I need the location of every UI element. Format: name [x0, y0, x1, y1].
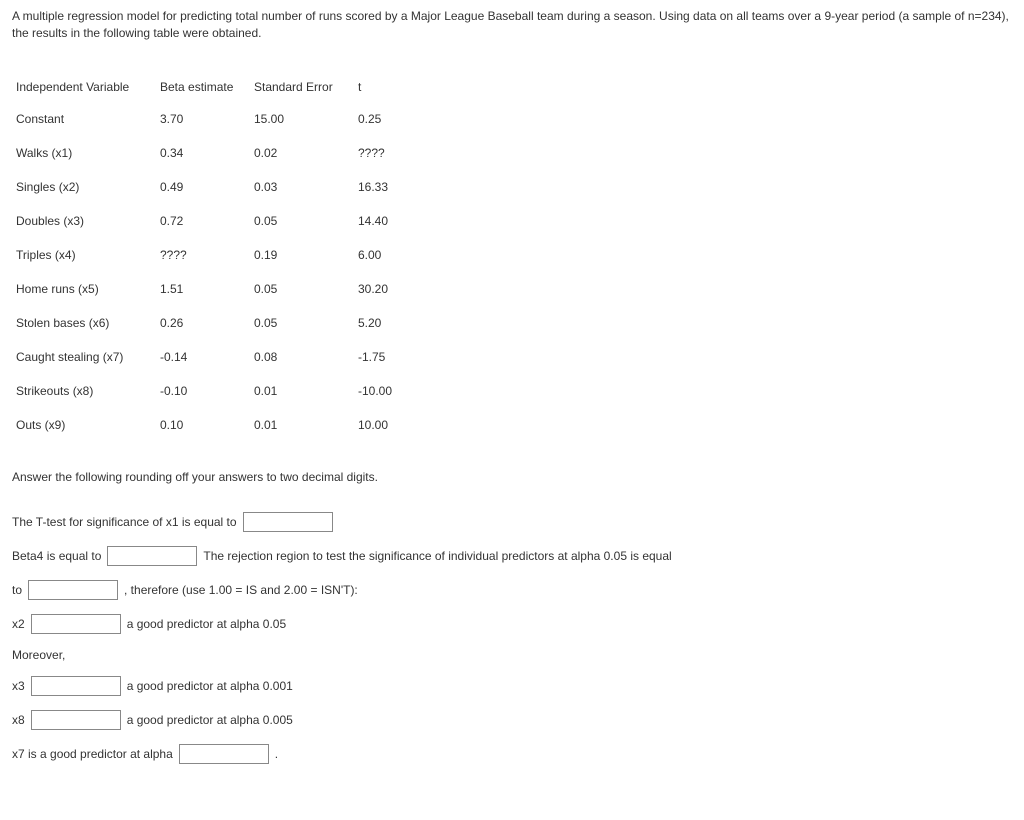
table-cell: Outs (x9) — [16, 408, 160, 442]
table-cell: -0.14 — [160, 340, 254, 374]
q2-label-post: The rejection region to test the signifi… — [203, 549, 671, 563]
table-cell: -10.00 — [358, 374, 432, 408]
table-cell: 10.00 — [358, 408, 432, 442]
q5-label-pre: x3 — [12, 679, 25, 693]
table-cell: Constant — [16, 102, 160, 136]
table-cell: ???? — [358, 136, 432, 170]
q5-label-post: a good predictor at alpha 0.001 — [127, 679, 293, 693]
table-row: Singles (x2)0.490.0316.33 — [16, 170, 432, 204]
q4-label-post: a good predictor at alpha 0.05 — [127, 617, 286, 631]
table-cell: Home runs (x5) — [16, 272, 160, 306]
table-row: Walks (x1)0.340.02???? — [16, 136, 432, 170]
q7-label-pre: x7 is a good predictor at alpha — [12, 747, 173, 761]
table-cell: Doubles (x3) — [16, 204, 160, 238]
table-cell: Singles (x2) — [16, 170, 160, 204]
table-row: Home runs (x5)1.510.0530.20 — [16, 272, 432, 306]
header-t: t — [358, 72, 432, 102]
table-cell: Stolen bases (x6) — [16, 306, 160, 340]
table-cell: 0.02 — [254, 136, 358, 170]
table-cell: Triples (x4) — [16, 238, 160, 272]
table-cell: 5.20 — [358, 306, 432, 340]
q4-input[interactable] — [31, 614, 121, 634]
table-cell: 6.00 — [358, 238, 432, 272]
table-cell: 0.26 — [160, 306, 254, 340]
q3-input[interactable] — [28, 580, 118, 600]
table-cell: 0.72 — [160, 204, 254, 238]
table-cell: 15.00 — [254, 102, 358, 136]
table-cell: 0.05 — [254, 306, 358, 340]
table-cell: ???? — [160, 238, 254, 272]
q1-input[interactable] — [243, 512, 333, 532]
q3-label-post: , therefore (use 1.00 = IS and 2.00 = IS… — [124, 583, 358, 597]
header-beta: Beta estimate — [160, 72, 254, 102]
q6-label-post: a good predictor at alpha 0.005 — [127, 713, 293, 727]
q7-input[interactable] — [179, 744, 269, 764]
table-cell: 0.05 — [254, 272, 358, 306]
table-row: Strikeouts (x8)-0.100.01-10.00 — [16, 374, 432, 408]
q7-label-post: . — [275, 747, 278, 761]
table-cell: 16.33 — [358, 170, 432, 204]
table-cell: 0.34 — [160, 136, 254, 170]
regression-table: Independent Variable Beta estimate Stand… — [16, 72, 432, 442]
table-cell: -0.10 — [160, 374, 254, 408]
table-cell: 0.10 — [160, 408, 254, 442]
q4-label-pre: x2 — [12, 617, 25, 631]
table-cell: 0.03 — [254, 170, 358, 204]
table-cell: 0.19 — [254, 238, 358, 272]
table-cell: 0.01 — [254, 408, 358, 442]
table-row: Doubles (x3)0.720.0514.40 — [16, 204, 432, 238]
q2-label-pre: Beta4 is equal to — [12, 549, 101, 563]
table-row: Triples (x4)????0.196.00 — [16, 238, 432, 272]
table-cell: 0.49 — [160, 170, 254, 204]
q6-input[interactable] — [31, 710, 121, 730]
table-cell: 30.20 — [358, 272, 432, 306]
q5-input[interactable] — [31, 676, 121, 696]
q6-label-pre: x8 — [12, 713, 25, 727]
table-cell: 14.40 — [358, 204, 432, 238]
problem-intro: A multiple regression model for predicti… — [12, 8, 1012, 42]
q1-label: The T-test for significance of x1 is equ… — [12, 515, 237, 529]
table-cell: Strikeouts (x8) — [16, 374, 160, 408]
q2-input[interactable] — [107, 546, 197, 566]
instructions: Answer the following rounding off your a… — [12, 470, 1012, 484]
table-cell: Caught stealing (x7) — [16, 340, 160, 374]
q3-label-pre: to — [12, 583, 22, 597]
table-row: Outs (x9)0.100.0110.00 — [16, 408, 432, 442]
header-variable: Independent Variable — [16, 72, 160, 102]
table-row: Constant3.7015.000.25 — [16, 102, 432, 136]
table-cell: Walks (x1) — [16, 136, 160, 170]
table-cell: 1.51 — [160, 272, 254, 306]
table-cell: -1.75 — [358, 340, 432, 374]
table-cell: 0.08 — [254, 340, 358, 374]
table-cell: 0.25 — [358, 102, 432, 136]
moreover-label: Moreover, — [12, 648, 65, 662]
table-row: Stolen bases (x6)0.260.055.20 — [16, 306, 432, 340]
header-se: Standard Error — [254, 72, 358, 102]
table-cell: 3.70 — [160, 102, 254, 136]
table-row: Caught stealing (x7)-0.140.08-1.75 — [16, 340, 432, 374]
table-cell: 0.01 — [254, 374, 358, 408]
table-cell: 0.05 — [254, 204, 358, 238]
